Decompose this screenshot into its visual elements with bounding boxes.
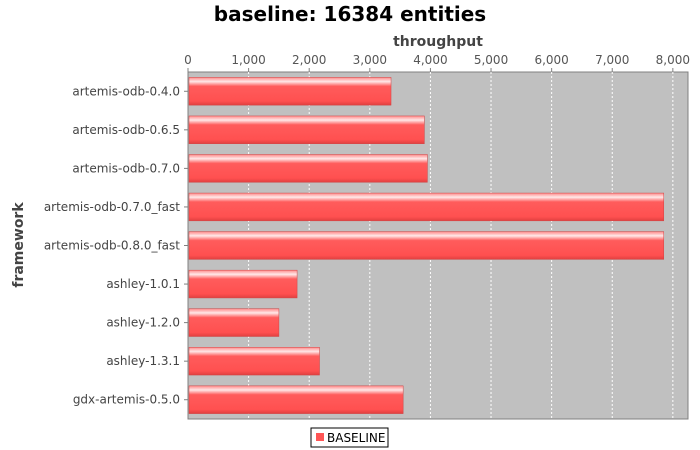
category-label: artemis-odb-0.8.0_fast	[44, 239, 180, 253]
x-tick-label: 4,000	[413, 53, 447, 67]
x-tick-label: 3,000	[353, 53, 387, 67]
bar	[188, 347, 320, 376]
bar	[188, 115, 425, 144]
category-label: ashley-1.0.1	[106, 277, 180, 291]
category-label: artemis-odb-0.6.5	[72, 123, 180, 137]
legend: BASELINE	[310, 427, 389, 448]
x-tick-label: 0	[184, 53, 192, 67]
bar	[188, 77, 392, 106]
legend-box	[310, 427, 389, 448]
y-axis-labels: artemis-odb-0.4.0 artemis-odb-0.6.5 artemi…	[44, 84, 188, 407]
bars	[188, 77, 665, 414]
bar	[188, 308, 280, 337]
y-axis-label: framework	[11, 202, 27, 288]
category-label: artemis-odb-0.7.0_fast	[44, 200, 180, 214]
x-tick-label: 2,000	[292, 53, 326, 67]
category-label: gdx-artemis-0.5.0	[73, 393, 180, 407]
bar	[188, 385, 404, 414]
x-tick-label: 7,000	[595, 53, 629, 67]
x-tick-label: 1,000	[231, 53, 265, 67]
x-tick-label: 5,000	[474, 53, 508, 67]
chart-title: baseline: 16384 entities	[214, 2, 486, 26]
category-label: ashley-1.2.0	[106, 316, 180, 330]
x-axis-label: throughput	[393, 34, 483, 50]
legend-swatch	[316, 433, 324, 441]
x-axis-ticks: 0 1,000 2,000 3,000 4,000 5,000 6,000 7,000 8,00…	[184, 53, 690, 72]
category-label: artemis-odb-0.4.0	[72, 84, 180, 98]
bar	[188, 192, 665, 222]
x-tick-label: 6,000	[534, 53, 568, 67]
legend-label: BASELINE	[327, 431, 385, 445]
bar	[188, 231, 665, 260]
category-label: artemis-odb-0.7.0	[72, 161, 180, 175]
bar	[188, 269, 298, 299]
category-label: ashley-1.3.1	[106, 354, 180, 368]
bar	[188, 154, 428, 183]
x-tick-label: 8,000	[656, 53, 690, 67]
